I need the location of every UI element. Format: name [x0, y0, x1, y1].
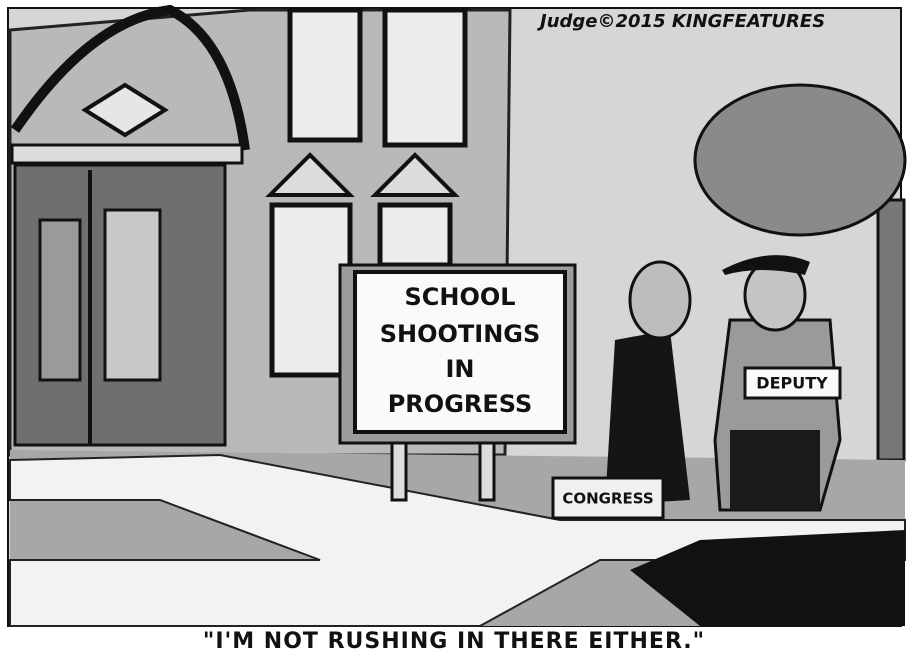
sign-face — [353, 270, 567, 434]
door-panel — [103, 208, 162, 382]
deputy-cap — [722, 255, 810, 275]
sign-line: IN — [445, 355, 474, 383]
sash — [743, 366, 842, 400]
window — [382, 7, 468, 148]
sign-line: PROGRESS — [388, 390, 533, 418]
arch-ornament — [81, 82, 169, 138]
tree-trunk — [876, 198, 906, 462]
walkway — [9, 453, 906, 627]
sign-line: SHOOTINGS — [380, 320, 541, 348]
door-panel — [38, 218, 82, 382]
sign-line: SCHOOL — [404, 283, 515, 311]
deputy-legs — [730, 430, 820, 510]
window — [269, 202, 353, 378]
briefcase — [551, 476, 665, 520]
congress-head — [628, 260, 692, 340]
arch — [10, 4, 250, 151]
window-pediment — [265, 152, 355, 197]
tree-canopy — [693, 83, 907, 237]
caption: "I'M NOT RUSHING IN THERE EITHER." — [203, 629, 705, 654]
window — [287, 7, 363, 143]
lintel — [10, 143, 244, 165]
shadow — [630, 530, 905, 626]
briefcase-label: CONGRESS — [562, 490, 653, 508]
congress-coat — [605, 330, 690, 505]
window-pediment — [370, 152, 460, 197]
sash-label: DEPUTY — [756, 374, 828, 393]
panel: SCHOOL SHOOTINGS IN PROGRESS CONGRESS DE… — [7, 4, 907, 627]
window — [377, 202, 453, 268]
signature: Judge©2015 KINGFEATURES — [537, 11, 825, 32]
